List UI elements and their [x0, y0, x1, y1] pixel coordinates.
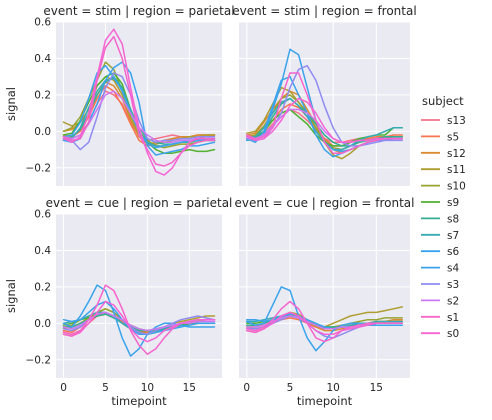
- x-tick-label: 15: [183, 382, 196, 394]
- y-tick-label: 0.0: [34, 126, 51, 138]
- legend-label: s10: [447, 181, 466, 193]
- x-tick-label: 5: [287, 382, 294, 394]
- y-axis-label: signal: [4, 279, 18, 313]
- legend-label: s0: [447, 328, 459, 340]
- series-line-s0: [62, 300, 216, 343]
- facet-title: event = stim | region = frontal: [232, 4, 416, 18]
- series-line-s6: [62, 300, 216, 336]
- series-line-s3: [62, 72, 216, 151]
- facet-panel: event = stim | region = parietal −0.2 0.0 0…: [4, 4, 235, 186]
- panels: event = stim | region = parietal −0.2 0.0 0…: [4, 4, 417, 408]
- x-tick-label: 15: [370, 382, 383, 394]
- facet-title: event = cue | region = parietal: [46, 196, 233, 210]
- y-tick-label: 0.2: [34, 89, 51, 101]
- facet-panel: event = stim | region = frontal: [232, 4, 417, 186]
- legend-label: s1: [447, 312, 459, 324]
- y-tick-label: 0.2: [34, 281, 51, 293]
- y-tick-label: 0.4: [34, 245, 51, 257]
- x-tick-label: 5: [102, 382, 109, 394]
- legend-title: subject: [422, 94, 464, 108]
- legend-label: s5: [447, 131, 459, 143]
- x-tick-label: 10: [326, 382, 339, 394]
- plot-area: [56, 214, 222, 378]
- x-axis-label: timepoint: [297, 394, 353, 408]
- series-line-s4: [62, 284, 216, 357]
- series-line-s0: [246, 311, 403, 336]
- legend-label: s7: [447, 230, 459, 242]
- legend: subject s13 s5 s12 s11 s10 s9 s8 s7 s6 s4 s3 s2 s1 s0: [421, 94, 466, 340]
- plot-area: [239, 214, 410, 378]
- legend-label: s13: [447, 115, 466, 127]
- series-line-s0: [246, 97, 403, 144]
- y-tick-label: 0.0: [34, 318, 51, 330]
- legend-label: s3: [447, 279, 459, 291]
- x-tick-label: 10: [141, 382, 154, 394]
- y-tick-label: −0.2: [26, 162, 52, 174]
- legend-label: s4: [447, 263, 459, 275]
- legend-label: s2: [447, 295, 459, 307]
- legend-label: s12: [447, 148, 466, 160]
- y-axis-label: signal: [4, 87, 18, 121]
- y-tick-label: 0.6: [34, 17, 51, 29]
- legend-label: s6: [447, 246, 459, 258]
- y-tick-label: 0.6: [34, 209, 51, 221]
- legend-label: s8: [447, 213, 459, 225]
- facet-panel: event = cue | region = frontal 0 5 10 15 time…: [235, 196, 415, 408]
- series-line-s1: [62, 35, 216, 167]
- y-tick-label: 0.4: [34, 53, 51, 65]
- legend-label: s11: [447, 164, 466, 176]
- series-line-s1: [246, 72, 403, 154]
- x-axis-label: timepoint: [111, 394, 167, 408]
- facet-panel: event = cue | region = parietal −0.2 0.0 0.…: [4, 196, 232, 408]
- facet-title: event = stim | region = parietal: [43, 4, 234, 18]
- facet-title: event = cue | region = frontal: [235, 196, 415, 210]
- series-line-s0: [62, 28, 216, 176]
- x-tick-label: 0: [243, 382, 250, 394]
- x-tick-label: 0: [60, 382, 67, 394]
- y-tick-label: −0.2: [26, 354, 52, 366]
- legend-label: s9: [447, 197, 459, 209]
